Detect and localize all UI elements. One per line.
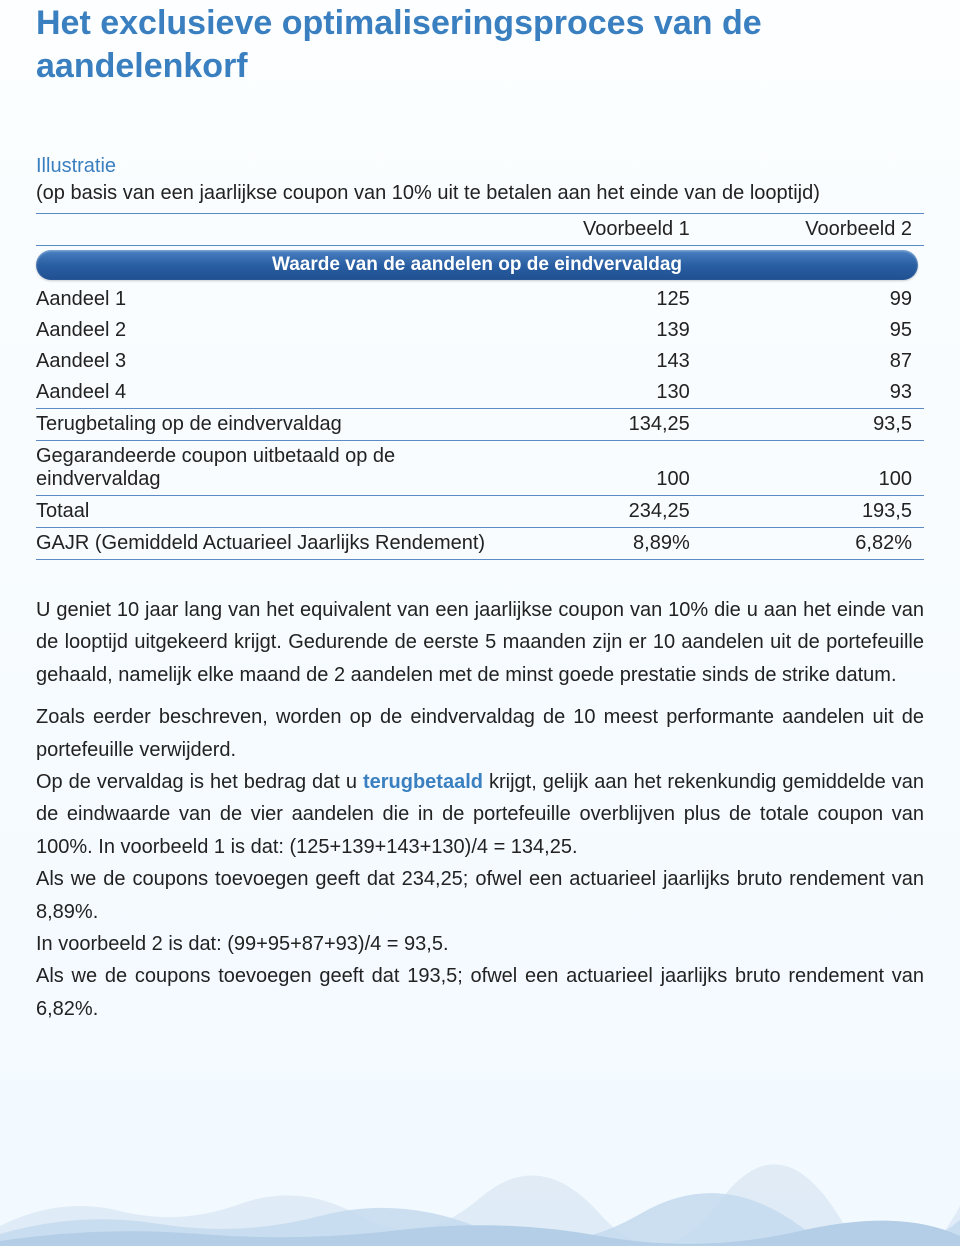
share-row-v1: 139 — [516, 315, 720, 346]
table-row-v2: 193,5 — [720, 496, 924, 528]
decorative-mountains — [0, 1156, 960, 1246]
table-row-v1: 134,25 — [516, 409, 720, 441]
table-row-label: GAJR (Gemiddeld Actuarieel Jaarlijks Ren… — [36, 528, 516, 560]
table-row-label: Totaal — [36, 496, 516, 528]
page-title: Het exclusieve optimaliseringsproces van… — [36, 0, 924, 87]
paragraph: Zoals eerder beschreven, worden op de ei… — [36, 701, 924, 766]
table-row-v2: 93,5 — [720, 409, 924, 441]
table-row-v1: 100 — [516, 441, 720, 496]
share-row-v2: 87 — [720, 346, 924, 377]
table-row-label: Terugbetaling op de eindvervaldag — [36, 409, 516, 441]
share-row-v1: 130 — [516, 377, 720, 409]
share-row-v1: 143 — [516, 346, 720, 377]
table-row-v2: 6,82% — [720, 528, 924, 560]
body-text: U geniet 10 jaar lang van het equivalent… — [36, 594, 924, 1025]
paragraph: In voorbeeld 2 is dat: (99+95+87+93)/4 =… — [36, 928, 924, 960]
share-row-v2: 95 — [720, 315, 924, 346]
table-header-empty — [36, 214, 516, 246]
share-row-v2: 99 — [720, 284, 924, 315]
share-row-label: Aandeel 3 — [36, 346, 516, 377]
share-row-label: Aandeel 1 — [36, 284, 516, 315]
share-row-label: Aandeel 2 — [36, 315, 516, 346]
share-row-v2: 93 — [720, 377, 924, 409]
example-table: Voorbeeld 1 Voorbeeld 2 Waarde van de aa… — [36, 213, 924, 560]
table-row-v2: 100 — [720, 441, 924, 496]
paragraph: U geniet 10 jaar lang van het equivalent… — [36, 594, 924, 691]
emphasis: terugbetaald — [363, 771, 483, 793]
table-row-v1: 234,25 — [516, 496, 720, 528]
table-banner: Waarde van de aandelen op de eindvervald… — [36, 250, 918, 280]
table-header-v2: Voorbeeld 2 — [720, 214, 924, 246]
table-header-v1: Voorbeeld 1 — [516, 214, 720, 246]
text-span: Op de vervaldag is het bedrag dat u — [36, 771, 363, 793]
illustration-sublabel: (op basis van een jaarlijkse coupon van … — [36, 180, 924, 207]
share-row-v1: 125 — [516, 284, 720, 315]
paragraph: Als we de coupons toevoegen geeft dat 23… — [36, 863, 924, 928]
paragraph: Als we de coupons toevoegen geeft dat 19… — [36, 960, 924, 1025]
table-row-v1: 8,89% — [516, 528, 720, 560]
paragraph: Op de vervaldag is het bedrag dat u teru… — [36, 766, 924, 863]
table-row-label: Gegarandeerde coupon uitbetaald op de ei… — [36, 441, 516, 496]
illustration-label: Illustratie — [36, 153, 924, 180]
share-row-label: Aandeel 4 — [36, 377, 516, 409]
